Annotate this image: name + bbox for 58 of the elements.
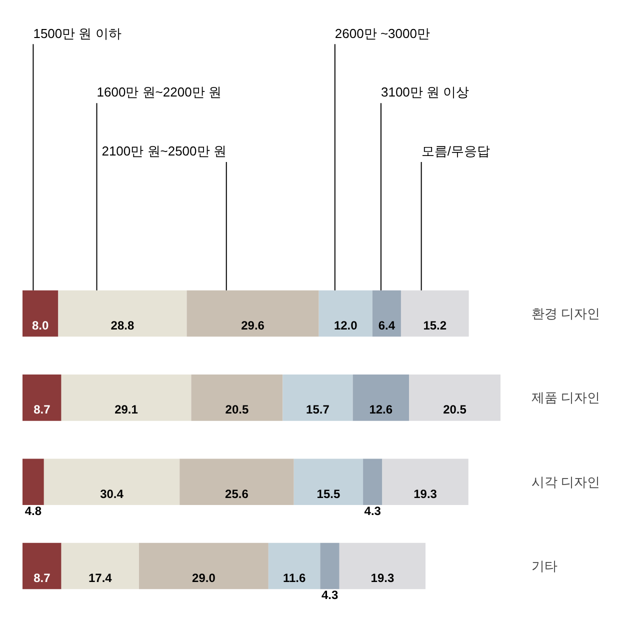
data-label: 25.6 xyxy=(225,486,249,501)
data-label: 20.5 xyxy=(225,402,249,417)
bar xyxy=(382,458,468,505)
bar xyxy=(372,290,401,337)
bar xyxy=(268,542,320,590)
bar xyxy=(400,290,469,337)
text: 2100만 원~2500만 원 xyxy=(102,144,226,159)
bar xyxy=(409,374,500,421)
bar xyxy=(352,374,410,421)
bar xyxy=(294,458,364,505)
bar xyxy=(180,458,294,505)
text: 모름/무응답 xyxy=(421,144,490,159)
y-tick-label: 제품 디자인 xyxy=(532,390,600,406)
data-label: 11.6 xyxy=(282,571,306,586)
bar xyxy=(186,290,319,337)
data-label: 30.4 xyxy=(100,486,124,501)
bar xyxy=(320,542,340,590)
data-label: 4.3 xyxy=(321,588,338,602)
data-label: 17.4 xyxy=(88,571,112,586)
bar xyxy=(22,290,58,337)
data-label: 28.8 xyxy=(110,318,134,333)
data-label: 20.5 xyxy=(443,402,467,417)
y-tick-label: 시각 디자인 xyxy=(532,474,600,490)
data-label: 29.1 xyxy=(114,402,138,417)
bar xyxy=(61,374,192,421)
data-label: 29.0 xyxy=(192,571,216,586)
text: 1500만 원 이하 xyxy=(33,26,122,41)
bar xyxy=(318,290,372,337)
bar xyxy=(22,458,44,505)
bar xyxy=(61,542,139,590)
data-label: 4.8 xyxy=(24,504,42,518)
text: 2600만 ~3000만 xyxy=(334,26,430,41)
data-label: 19.3 xyxy=(414,486,438,501)
data-label: 15.5 xyxy=(316,486,340,501)
bar xyxy=(44,458,180,505)
data-label: 15.2 xyxy=(423,318,447,333)
bar xyxy=(191,374,283,421)
bar xyxy=(22,542,62,590)
bar xyxy=(339,542,426,590)
y-tick-label: 기타 xyxy=(532,558,558,574)
data-label: 15.7 xyxy=(306,402,330,417)
bar xyxy=(58,290,187,337)
data-label: 4.3 xyxy=(364,504,382,518)
data-label: 8.0 xyxy=(32,318,50,333)
data-label: 12.0 xyxy=(334,318,358,333)
data-label: 8.7 xyxy=(34,402,51,417)
data-label: 19.3 xyxy=(370,571,394,586)
data-label: 29.6 xyxy=(241,318,265,333)
bar xyxy=(363,458,382,505)
data-label: 8.7 xyxy=(34,571,51,586)
bar xyxy=(22,374,62,421)
bar xyxy=(282,374,353,421)
bar xyxy=(138,542,268,590)
y-tick-label: 환경 디자인 xyxy=(532,306,600,321)
text: 3100만 원 이상 xyxy=(380,84,470,100)
data-label: 6.4 xyxy=(378,318,396,333)
data-label: 12.6 xyxy=(369,402,393,417)
text: 1600만 원~2200만 원 xyxy=(96,84,222,100)
